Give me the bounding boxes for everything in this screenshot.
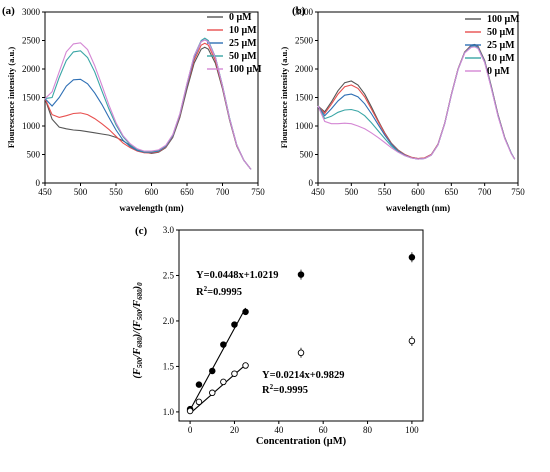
x-tick-label: 0 bbox=[188, 425, 193, 435]
series-line bbox=[44, 46, 252, 170]
y-tick-label: 1000 bbox=[22, 121, 41, 131]
legend-label: 10 μM bbox=[487, 53, 515, 64]
y-tick-label: 2500 bbox=[22, 36, 41, 46]
legend-label: 10 μM bbox=[229, 25, 257, 36]
plot-frame bbox=[44, 11, 259, 184]
series-line bbox=[317, 46, 516, 160]
y-tick-label: 3000 bbox=[22, 7, 41, 17]
legend-label: 50 μM bbox=[487, 27, 515, 38]
y-tick-label: 3000 bbox=[295, 7, 314, 17]
legend-label: 0 μM bbox=[487, 66, 510, 77]
fit-r-squared: R2=0.9995 bbox=[196, 285, 242, 298]
y-tick-label: 1.5 bbox=[163, 361, 175, 371]
panel-letter: (c) bbox=[135, 225, 148, 237]
data-point bbox=[242, 362, 249, 369]
data-point bbox=[220, 341, 227, 348]
x-tick-label: 750 bbox=[511, 187, 525, 197]
y-tick-label: 500 bbox=[300, 150, 314, 160]
x-tick-label: 650 bbox=[180, 187, 194, 197]
y-tick-label: 0 bbox=[309, 178, 314, 188]
x-tick-label: 700 bbox=[216, 187, 230, 197]
fit-equation: Y=0.0448x+1.0219 bbox=[196, 270, 279, 281]
y-tick-label: 2000 bbox=[295, 64, 314, 74]
y-tick-label: 500 bbox=[27, 150, 41, 160]
legend-label: 100 μM bbox=[229, 64, 262, 75]
x-tick-label: 550 bbox=[109, 187, 123, 197]
x-tick-label: 750 bbox=[251, 187, 265, 197]
data-point bbox=[186, 407, 194, 415]
x-tick-label: 600 bbox=[145, 187, 159, 197]
x-tick-label: 60 bbox=[319, 425, 329, 435]
y-tick-label: 2.5 bbox=[163, 270, 175, 280]
data-point bbox=[408, 254, 416, 261]
x-tick-label: 700 bbox=[478, 187, 492, 197]
x-axis-title: Concentration (μM) bbox=[256, 436, 347, 447]
y-tick-label: 1500 bbox=[22, 93, 41, 103]
fit-equation: Y=0.0214x+0.9829 bbox=[262, 370, 345, 381]
legend-label: 25 μM bbox=[487, 40, 515, 51]
panel-letter: (a) bbox=[2, 5, 15, 17]
x-tick-label: 80 bbox=[363, 425, 373, 435]
y-tick-label: 1.0 bbox=[163, 407, 175, 417]
x-tick-label: 650 bbox=[445, 187, 459, 197]
x-tick-label: 500 bbox=[74, 187, 88, 197]
data-point bbox=[297, 271, 305, 278]
data-point bbox=[242, 308, 249, 316]
y-tick-label: 2000 bbox=[22, 64, 41, 74]
x-tick-label: 40 bbox=[274, 425, 284, 435]
y-axis-title: Flourescence intensity (a.u.) bbox=[279, 47, 289, 149]
x-axis-title: wavelength (nm) bbox=[119, 203, 183, 213]
panel-letter: (b) bbox=[292, 5, 306, 17]
y-tick-label: 2500 bbox=[295, 36, 314, 46]
x-tick-label: 550 bbox=[378, 187, 392, 197]
data-point bbox=[209, 367, 216, 375]
series-line bbox=[44, 39, 252, 170]
data-point bbox=[195, 398, 203, 406]
data-point bbox=[408, 337, 416, 345]
legend-label: 0 μM bbox=[229, 12, 252, 23]
x-tick-label: 600 bbox=[411, 187, 425, 197]
x-tick-label: 450 bbox=[311, 187, 325, 197]
data-point bbox=[231, 321, 238, 328]
y-axis-title: (F500/F680)/(F500/F680)0 bbox=[132, 282, 144, 379]
legend-label: 25 μM bbox=[229, 38, 257, 49]
data-point bbox=[231, 370, 238, 377]
y-tick-label: 0 bbox=[36, 178, 41, 188]
legend-label: 100 μM bbox=[487, 14, 520, 25]
series-line bbox=[44, 39, 252, 170]
y-tick-label: 1500 bbox=[295, 93, 314, 103]
y-axis-title: Flourescence intensity (a.u.) bbox=[6, 47, 16, 149]
data-point bbox=[297, 349, 305, 357]
y-tick-label: 2.0 bbox=[163, 316, 175, 326]
data-point bbox=[195, 381, 203, 388]
x-tick-label: 500 bbox=[345, 187, 359, 197]
series-line bbox=[44, 37, 252, 170]
x-tick-label: 100 bbox=[405, 425, 419, 435]
fit-r-squared: R2=0.9995 bbox=[262, 383, 308, 396]
y-tick-label: 3.0 bbox=[163, 225, 175, 235]
x-axis-title: wavelength (nm) bbox=[386, 203, 450, 213]
legend-label: 50 μM bbox=[229, 51, 257, 62]
y-tick-label: 1000 bbox=[295, 121, 314, 131]
x-tick-label: 20 bbox=[230, 425, 240, 435]
data-point bbox=[209, 389, 216, 397]
plot-frame bbox=[178, 229, 424, 422]
data-point bbox=[220, 378, 227, 386]
series-line bbox=[44, 42, 252, 170]
x-tick-label: 450 bbox=[38, 187, 52, 197]
